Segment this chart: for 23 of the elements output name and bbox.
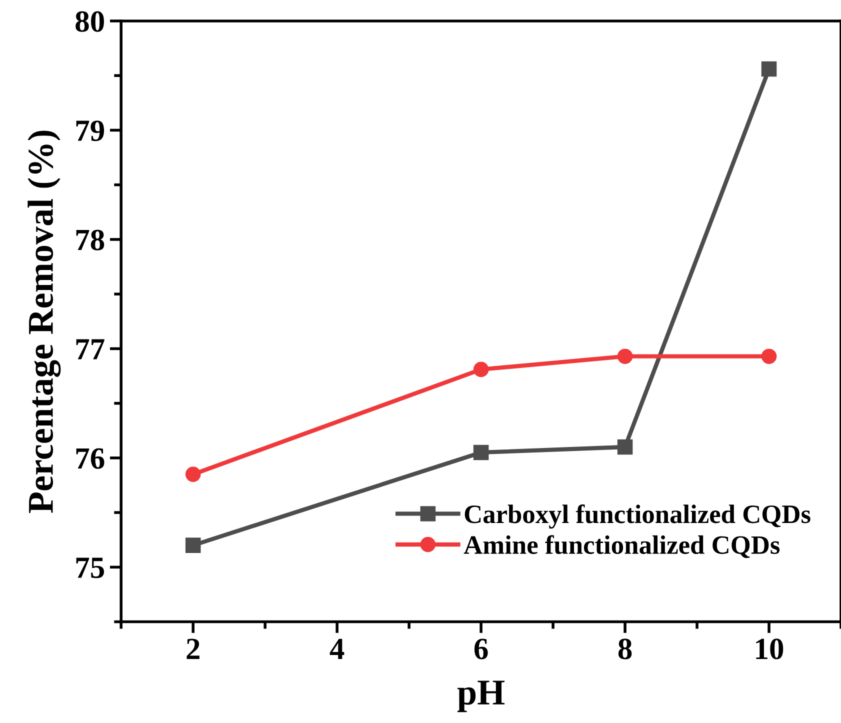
- y-tick-label: 76: [76, 448, 104, 469]
- point: [617, 348, 633, 364]
- point: [761, 348, 777, 364]
- x-tick-label: 10: [756, 638, 784, 660]
- x-tick-label: 6: [474, 638, 488, 660]
- legend-label: Carboxyl functionalized CQDs: [464, 504, 810, 529]
- y-tick-label: 78: [76, 230, 104, 250]
- point: [185, 538, 201, 553]
- x-tick-label: 8: [618, 638, 632, 660]
- y-tick-label: 77: [76, 339, 104, 360]
- point: [185, 466, 201, 482]
- x-axis-title: pH: [457, 680, 505, 712]
- x-tick-label: 2: [186, 638, 200, 659]
- y-tick-label: 75: [76, 558, 104, 578]
- x-tick-label: 4: [330, 638, 344, 659]
- point: [473, 444, 489, 460]
- y-tick-label: 79: [76, 120, 104, 142]
- legend-label: Amine functionalized CQDs: [464, 535, 780, 558]
- y-axis-title: Percentage Removal (%): [28, 130, 61, 513]
- y-tick-label: 80: [76, 11, 104, 32]
- point: [473, 362, 489, 378]
- point: [617, 439, 633, 455]
- point: [761, 61, 777, 77]
